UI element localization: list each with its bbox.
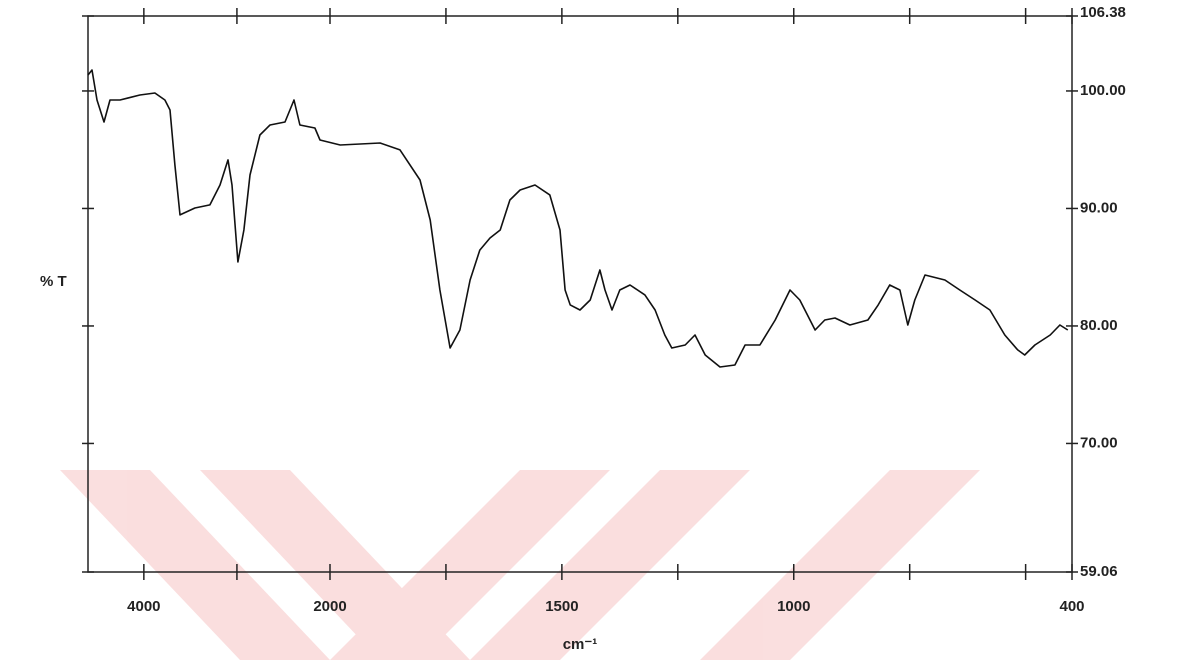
y-tick-label: 59.06 xyxy=(1080,563,1118,580)
y-axis-title: % T xyxy=(40,273,67,290)
x-tick-label: 1000 xyxy=(777,598,810,615)
y-tick-label: 80.00 xyxy=(1080,317,1118,334)
plot-frame xyxy=(87,15,1073,573)
spectrum-line xyxy=(87,69,1069,368)
x-tick-label: 1500 xyxy=(545,598,578,615)
y-tick-label: 70.00 xyxy=(1080,434,1118,451)
x-tick-label: 400 xyxy=(1059,598,1084,615)
y-tick-label: 90.00 xyxy=(1080,199,1118,216)
y-tick-label: 100.00 xyxy=(1080,82,1126,99)
x-axis-title: cm⁻¹ xyxy=(563,636,598,653)
watermark xyxy=(60,470,980,660)
x-tick-label: 2000 xyxy=(313,598,346,615)
x-tick-label: 4000 xyxy=(127,598,160,615)
y-tick-label: 106.38 xyxy=(1080,4,1126,21)
